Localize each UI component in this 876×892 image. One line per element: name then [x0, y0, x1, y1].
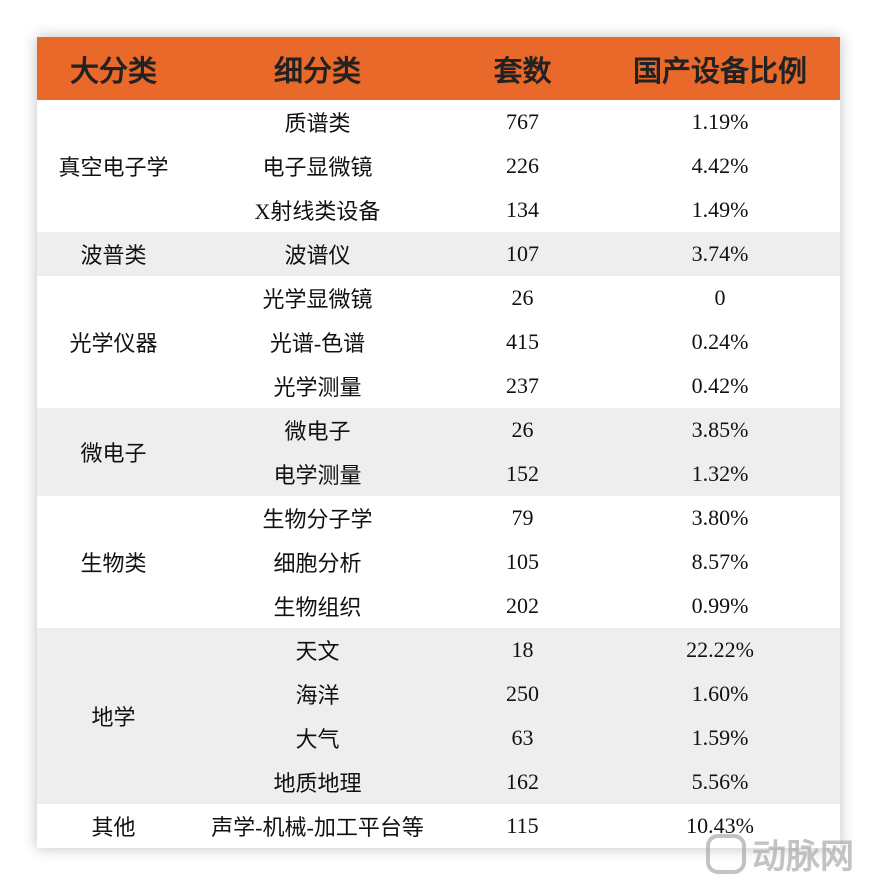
header-row: 大分类 细分类 套数 国产设备比例: [37, 37, 840, 100]
table-row: X射线类设备 134 1.49%: [37, 188, 840, 232]
count-cell: 162: [445, 760, 600, 804]
watermark-text: 动脉网: [752, 837, 854, 877]
category-cell: 真空电子学: [58, 155, 169, 180]
count-cell: 18: [445, 628, 600, 672]
header-cell: 国产设备比例: [600, 37, 840, 100]
header-cell: 套数: [445, 37, 600, 100]
category-cell: 生物类: [80, 551, 147, 576]
ratio-cell: 1.59%: [600, 716, 840, 760]
table-row: 地质地理 162 5.56%: [37, 760, 840, 804]
subcategory-cell: 波谱仪: [190, 232, 445, 276]
subcategory-cell: 电子显微镜: [262, 155, 373, 180]
count-cell: 415: [506, 329, 539, 354]
ratio-cell: 3.80%: [691, 505, 749, 530]
table-row: 大气 63 1.59%: [37, 716, 840, 760]
count-cell: 226: [506, 153, 539, 178]
ratio-cell: 1.60%: [600, 672, 840, 716]
ratio-cell: 1.19%: [691, 109, 749, 134]
ratio-cell: 0: [714, 285, 726, 310]
subcategory-cell: 质谱类: [284, 111, 351, 136]
subcategory-cell: 天文: [190, 628, 445, 672]
subcategory-cell: 生物分子学: [262, 507, 373, 532]
table-row: 海洋 250 1.60%: [37, 672, 840, 716]
ratio-cell: 0.99%: [691, 593, 749, 618]
table-row: 电子显微镜 226 4.42%: [37, 144, 840, 188]
table-card: 大分类 细分类 套数 国产设备比例 真空电子学 质谱类 767 1.19% 电子显微镜 226 4…: [37, 37, 840, 848]
ratio-cell: 0.42%: [691, 373, 749, 398]
table-row: 地学 天文 18 22.22%: [37, 628, 840, 804]
ratio-cell: 1.32%: [600, 452, 840, 496]
table-row: 光谱-色谱 415 0.24%: [37, 320, 840, 364]
count-cell: 105: [506, 549, 539, 574]
ratio-cell: 8.57%: [691, 549, 749, 574]
table-row: 波普类 波谱仪 107 3.74%: [37, 232, 840, 276]
ratio-cell: 3.85%: [600, 408, 840, 452]
header-cell: 大分类: [37, 37, 190, 100]
count-cell: 767: [506, 109, 539, 134]
category-cell: 其他: [91, 815, 136, 840]
ratio-cell: 4.42%: [691, 153, 749, 178]
subcategory-cell: 光学测量: [273, 375, 362, 400]
ratio-cell: 3.74%: [600, 232, 840, 276]
header-cell: 细分类: [190, 37, 445, 100]
table-row: 光学仪器 光学显微镜 26 0: [37, 276, 840, 356]
table-row: 其他 声学-机械-加工平台等 115 10.43%: [37, 804, 840, 848]
watermark: 动脉网: [706, 829, 854, 878]
subcategory-cell: 地质地理: [190, 760, 445, 804]
category-cell: 地学: [37, 628, 190, 804]
subcategory-cell: 声学-机械-加工平台等: [211, 815, 424, 840]
ratio-cell: 0.24%: [691, 329, 749, 354]
category-cell: 微电子: [37, 408, 190, 496]
table: 大分类 细分类 套数 国产设备比例 真空电子学 质谱类 767 1.19% 电子显微镜 226 4…: [37, 37, 840, 848]
count-cell: 250: [445, 672, 600, 716]
count-cell: 79: [511, 505, 534, 530]
ratio-cell: 5.56%: [600, 760, 840, 804]
subcategory-cell: 光谱-色谱: [269, 331, 366, 356]
table-row: 电学测量 152 1.32%: [37, 452, 840, 496]
count-cell: 134: [506, 197, 539, 222]
count-cell: 115: [506, 813, 539, 838]
count-cell: 63: [445, 716, 600, 760]
category-cell: 光学仪器: [69, 331, 158, 356]
table-row: 真空电子学 质谱类 767 1.19%: [37, 100, 840, 180]
subcategory-cell: 生物组织: [273, 595, 362, 620]
table-body: 真空电子学 质谱类 767 1.19% 电子显微镜 226 4.42% X射线类设备 134 1.…: [37, 100, 840, 848]
table-row: 微电子 微电子 26 3.85%: [37, 408, 840, 496]
ratio-cell: 22.22%: [600, 628, 840, 672]
table-row: 光学测量 237 0.42%: [37, 364, 840, 408]
subcategory-cell: 光学显微镜: [262, 287, 373, 312]
subcategory-cell: 大气: [190, 716, 445, 760]
subcategory-cell: 微电子: [190, 408, 445, 452]
watermark-logo: [706, 833, 746, 874]
table-row: 生物组织 202 0.99%: [37, 584, 840, 628]
subcategory-cell: 细胞分析: [273, 551, 362, 576]
count-cell: 202: [506, 593, 539, 618]
count-cell: 152: [445, 452, 600, 496]
subcategory-cell: 海洋: [190, 672, 445, 716]
subcategory-cell: X射线类设备: [254, 199, 381, 224]
count-cell: 237: [506, 373, 539, 398]
count-cell: 107: [445, 232, 600, 276]
category-cell: 波普类: [37, 232, 190, 276]
count-cell: 26: [511, 285, 534, 310]
subcategory-cell: 电学测量: [190, 452, 445, 496]
count-cell: 26: [445, 408, 600, 452]
ratio-cell: 1.49%: [691, 197, 749, 222]
table-row: 生物类 生物分子学 79 3.80%: [37, 496, 840, 576]
table-row: 细胞分析 105 8.57%: [37, 540, 840, 584]
